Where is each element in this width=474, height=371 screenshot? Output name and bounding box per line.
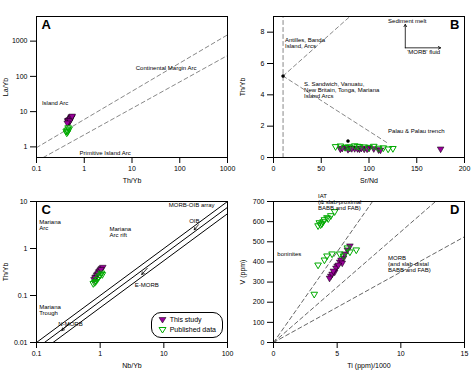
svg-text:10: 10 bbox=[20, 198, 28, 205]
svg-text:10: 10 bbox=[20, 108, 28, 115]
svg-text:Island Arc: Island Arc bbox=[42, 100, 68, 106]
svg-text:150: 150 bbox=[411, 165, 423, 172]
svg-text:100: 100 bbox=[174, 165, 186, 172]
svg-text:Th/Yb: Th/Yb bbox=[239, 78, 246, 97]
svg-text:MarianaArc: MarianaArc bbox=[39, 219, 61, 231]
svg-text:Sediment melt: Sediment melt bbox=[388, 18, 427, 24]
svg-text:15: 15 bbox=[461, 350, 469, 357]
html-text:This study: This study bbox=[169, 316, 202, 323]
svg-text:100: 100 bbox=[16, 73, 28, 80]
html-text:Published data: Published data bbox=[169, 326, 216, 333]
svg-text:E-MORB: E-MORB bbox=[135, 282, 159, 288]
svg-text:Th/Yb: Th/Yb bbox=[2, 263, 9, 282]
svg-text:0: 0 bbox=[261, 339, 265, 346]
svg-text:C: C bbox=[42, 202, 52, 217]
svg-text:5: 5 bbox=[335, 350, 339, 357]
svg-text:10: 10 bbox=[160, 350, 168, 357]
svg-text:N-MORB: N-MORB bbox=[58, 321, 82, 327]
svg-text:MarianaTrough: MarianaTrough bbox=[39, 304, 61, 316]
svg-text:0: 0 bbox=[272, 350, 276, 357]
svg-text:Primitive Island Arc: Primitive Island Arc bbox=[80, 150, 131, 156]
svg-text:Ti (ppm)/1000: Ti (ppm)/1000 bbox=[347, 362, 390, 370]
html-text:IAT: IAT bbox=[318, 192, 327, 199]
svg-text:10: 10 bbox=[397, 350, 405, 357]
svg-text:2: 2 bbox=[261, 122, 265, 129]
svg-text:6: 6 bbox=[261, 60, 265, 67]
svg-text:S. Sandwich, Vanuatu,New Brita: S. Sandwich, Vanuatu,New Britain, Tonga,… bbox=[304, 81, 380, 99]
svg-text:1000: 1000 bbox=[12, 37, 28, 44]
svg-text:0.01: 0.01 bbox=[14, 339, 28, 346]
svg-text:0.1: 0.1 bbox=[18, 292, 28, 299]
svg-text:200: 200 bbox=[253, 298, 265, 305]
svg-text:B: B bbox=[450, 17, 459, 32]
svg-text:1: 1 bbox=[82, 165, 86, 172]
svg-text:500: 500 bbox=[253, 238, 265, 245]
svg-text:300: 300 bbox=[253, 278, 265, 285]
svg-text:Continental Margin Arc: Continental Margin Arc bbox=[136, 65, 197, 71]
svg-text:1: 1 bbox=[24, 245, 28, 252]
svg-text:1: 1 bbox=[98, 350, 102, 357]
svg-text:V (ppm): V (ppm) bbox=[239, 260, 247, 285]
svg-text:Antilles, BandaIsland, Arcs: Antilles, BandaIsland, Arcs bbox=[285, 37, 326, 49]
svg-text:'MORB' fluid: 'MORB' fluid bbox=[407, 49, 440, 55]
svg-text:Th/Yb: Th/Yb bbox=[123, 177, 142, 184]
svg-text:400: 400 bbox=[253, 258, 265, 265]
svg-text:Palau & Palau trench: Palau & Palau trench bbox=[388, 128, 444, 134]
svg-text:700: 700 bbox=[253, 198, 265, 205]
svg-text:600: 600 bbox=[253, 218, 265, 225]
svg-text:0.1: 0.1 bbox=[32, 350, 42, 357]
svg-text:MarianaArc rift: MarianaArc rift bbox=[109, 226, 131, 238]
svg-text:boninites: boninites bbox=[277, 251, 301, 257]
svg-text:100: 100 bbox=[253, 319, 265, 326]
svg-text:OIB: OIB bbox=[189, 218, 199, 224]
svg-text:La/Yb: La/Yb bbox=[2, 78, 9, 96]
svg-text:1: 1 bbox=[24, 143, 28, 150]
svg-text:MORB(and slab-distalBABB and F: MORB(and slab-distalBABB and FAB) bbox=[388, 255, 431, 273]
svg-text:4: 4 bbox=[261, 91, 265, 98]
svg-text:100: 100 bbox=[222, 350, 234, 357]
svg-text:0: 0 bbox=[261, 154, 265, 161]
svg-text:0: 0 bbox=[272, 165, 276, 172]
svg-text:A: A bbox=[42, 17, 52, 32]
html-text:BABB and FAB): BABB and FAB) bbox=[318, 204, 361, 211]
svg-text:Sr/Nd: Sr/Nd bbox=[360, 177, 378, 184]
svg-text:200: 200 bbox=[459, 165, 471, 172]
svg-text:50: 50 bbox=[317, 165, 325, 172]
svg-text:1000: 1000 bbox=[220, 165, 236, 172]
svg-text:Nb/Yb: Nb/Yb bbox=[122, 362, 142, 369]
svg-text:MORB-OIB array: MORB-OIB array bbox=[169, 202, 215, 208]
svg-text:D: D bbox=[450, 202, 459, 217]
svg-text:0.1: 0.1 bbox=[32, 165, 42, 172]
svg-text:8: 8 bbox=[261, 28, 265, 35]
html-text:(& slab-proximal: (& slab-proximal bbox=[318, 198, 362, 205]
svg-text:100: 100 bbox=[363, 165, 375, 172]
svg-text:10: 10 bbox=[128, 165, 136, 172]
